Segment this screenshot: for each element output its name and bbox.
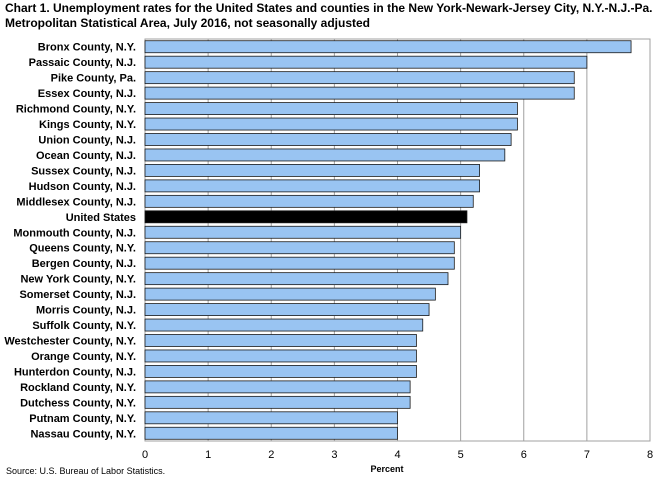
bar (144, 55, 588, 69)
x-tick-label: 2 (268, 449, 274, 461)
bar (144, 148, 506, 162)
category-label: Suffolk County, N.Y. (32, 320, 136, 332)
category-label: Rockland County, N.Y. (20, 382, 136, 394)
category-label: Kings County, N.Y. (39, 119, 136, 131)
chart-title-line-2: Metropolitan Statistical Area, July 2016… (5, 16, 371, 30)
bar (144, 40, 632, 54)
category-label: Middlesex County, N.J. (16, 196, 136, 208)
source-note: Source: U.S. Bureau of Labor Statistics. (6, 466, 166, 476)
x-tick-label: 6 (521, 449, 527, 461)
bar (144, 86, 575, 100)
x-tick-label: 4 (394, 449, 400, 461)
category-label: Bergen County, N.J. (32, 258, 136, 270)
bar (144, 179, 480, 193)
category-label: Somerset County, N.J. (19, 289, 136, 301)
x-tick-label: 0 (142, 449, 148, 461)
bar (144, 194, 474, 208)
bar (144, 380, 411, 394)
bar (144, 349, 417, 363)
category-label: Sussex County, N.J. (31, 165, 136, 177)
bar (144, 256, 455, 270)
category-label: Queens County, N.Y. (29, 243, 136, 255)
category-label: Essex County, N.J. (38, 88, 136, 100)
bar (144, 210, 468, 224)
category-label: Union County, N.J. (38, 135, 136, 147)
chart-title: Chart 1. Unemployment rates for the Unit… (5, 1, 655, 31)
category-label: Dutchess County, N.Y. (20, 397, 136, 409)
x-axis-label: Percent (370, 464, 403, 474)
category-label: Monmouth County, N.J. (13, 227, 136, 239)
category-label: Putnam County, N.Y. (29, 413, 136, 425)
x-tick-label: 8 (647, 449, 653, 461)
chart-title-line-1: Chart 1. Unemployment rates for the Unit… (5, 1, 653, 15)
category-label: Richmond County, N.Y. (16, 104, 136, 116)
bar (144, 241, 455, 255)
bar (144, 426, 398, 440)
x-tick-label: 1 (205, 449, 211, 461)
category-label: Bronx County, N.Y. (38, 42, 136, 54)
x-tick-label: 7 (584, 449, 590, 461)
category-label: Orange County, N.Y. (31, 351, 136, 363)
category-label: Hudson County, N.J. (29, 181, 136, 193)
bar (144, 117, 518, 131)
bar (144, 225, 462, 239)
bar (144, 334, 417, 347)
bar (144, 71, 575, 85)
category-label: Ocean County, N.J. (36, 150, 136, 162)
category-label: Nassau County, N.Y. (30, 428, 136, 440)
bar (144, 318, 424, 332)
bar (144, 133, 512, 146)
x-tick-label: 3 (331, 449, 337, 461)
bar (144, 102, 518, 115)
bar (144, 395, 411, 409)
bar (144, 365, 417, 378)
category-label: Westchester County, N.Y. (4, 336, 136, 348)
x-tick-label: 5 (458, 449, 464, 461)
bar (144, 411, 398, 425)
bar (144, 287, 436, 301)
bar (144, 272, 449, 286)
category-label: Pike County, Pa. (51, 73, 136, 85)
category-label: United States (66, 212, 136, 224)
bar (144, 303, 430, 316)
category-label: New York County, N.Y. (20, 274, 136, 286)
category-label: Morris County, N.J. (36, 305, 136, 317)
category-label: Hunterdon County, N.J. (14, 366, 136, 378)
bar (144, 164, 480, 177)
category-label: Passaic County, N.J. (29, 57, 136, 69)
